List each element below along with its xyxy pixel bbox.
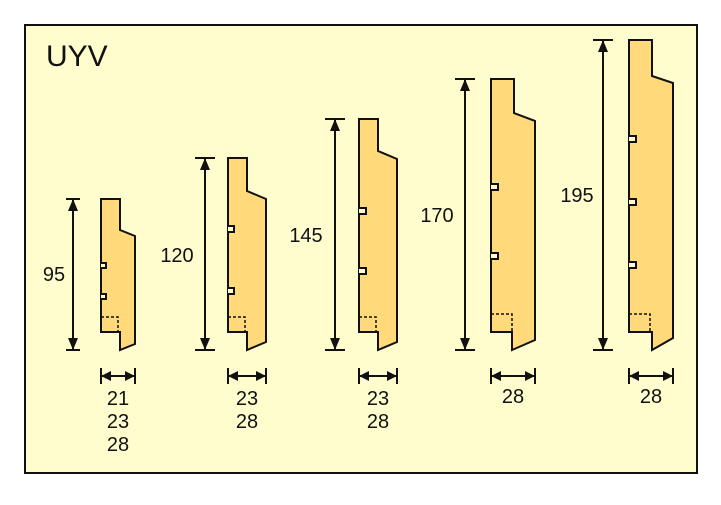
height-arrow-head	[200, 338, 210, 350]
board-profile-145: 145 23 28	[289, 118, 398, 433]
board-outline	[490, 78, 536, 352]
board-groove	[101, 293, 107, 300]
width-arrow-head	[491, 371, 501, 381]
board-outline	[100, 198, 136, 352]
tongue-hidden-line	[101, 316, 119, 332]
height-label: 145	[289, 225, 322, 247]
diagram-title: UYV	[46, 40, 108, 73]
height-label: 170	[420, 205, 453, 227]
width-arrow-head	[663, 371, 673, 381]
height-label: 95	[43, 264, 65, 286]
board-groove	[491, 183, 499, 191]
tongue-hidden-line	[629, 313, 651, 332]
height-arrow-head	[68, 199, 78, 211]
board-groove	[629, 198, 637, 206]
tongue-hidden-line	[228, 316, 246, 332]
width-arrow-head	[228, 371, 238, 381]
board-profile-120: 120 23 28	[160, 157, 267, 433]
width-arrow-head	[387, 371, 397, 381]
board-outline	[628, 39, 674, 352]
height-arrow-head	[330, 119, 340, 131]
height-label: 195	[560, 185, 593, 207]
board-profile-170: 170 28	[420, 78, 536, 408]
board-groove	[228, 287, 235, 295]
board-groove	[228, 225, 235, 233]
height-arrow-head	[598, 338, 608, 350]
board-profile-95: 95 21 23 28	[43, 198, 136, 456]
board-groove	[491, 252, 499, 260]
width-label: 23	[236, 388, 258, 410]
width-arrow-head	[359, 371, 369, 381]
board-profile-195: 195 28	[560, 39, 674, 408]
width-label: 23	[367, 388, 389, 410]
height-label: 120	[160, 245, 193, 267]
board-groove	[629, 135, 637, 143]
width-label: 28	[502, 386, 524, 408]
height-arrow-head	[460, 79, 470, 91]
height-arrow-head	[68, 338, 78, 350]
width-arrow-head	[629, 371, 639, 381]
board-groove	[629, 261, 637, 269]
tongue-hidden-line	[359, 316, 377, 332]
width-label: 28	[367, 411, 389, 433]
width-arrow-head	[101, 371, 111, 381]
height-arrow-head	[598, 40, 608, 52]
width-label: 23	[107, 411, 129, 433]
board-groove	[359, 207, 367, 215]
height-arrow-head	[330, 338, 340, 350]
width-arrow-head	[256, 371, 266, 381]
width-arrow-head	[525, 371, 535, 381]
width-label: 28	[640, 386, 662, 408]
board-outline	[227, 157, 267, 352]
board-outline	[358, 118, 398, 352]
width-label: 21	[107, 388, 129, 410]
tongue-hidden-line	[491, 313, 513, 332]
width-arrow-head	[125, 371, 135, 381]
board-groove	[359, 267, 367, 275]
height-arrow-head	[200, 158, 210, 170]
board-groove	[101, 262, 107, 269]
height-arrow-head	[460, 338, 470, 350]
width-label: 28	[236, 411, 258, 433]
width-label: 28	[107, 434, 129, 456]
